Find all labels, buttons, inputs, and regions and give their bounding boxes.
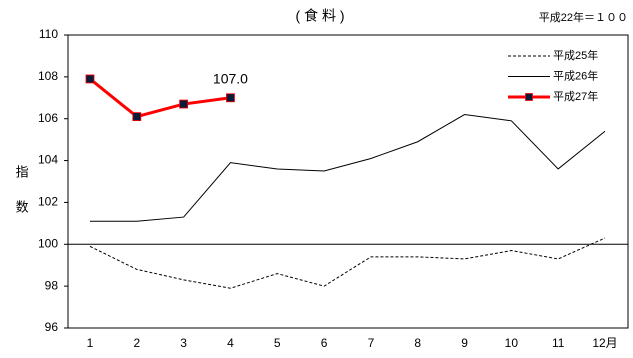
x-tick-label: 2	[133, 336, 140, 350]
y-tick-label: 98	[45, 278, 59, 292]
y-tick-label: 104	[38, 153, 58, 167]
y-axis-label: 指数	[14, 165, 29, 235]
x-tick-label: 4	[227, 336, 234, 350]
y-tick-label: 106	[38, 111, 58, 125]
value-label: 107.0	[213, 70, 248, 86]
x-tick-label: 3	[180, 336, 187, 350]
y-tick-label: 110	[39, 27, 58, 41]
point-marker	[85, 74, 95, 84]
y-tick-label: 100	[38, 236, 58, 250]
x-tick-label: 6	[321, 336, 328, 350]
x-tick-label: 12月	[592, 336, 617, 350]
point-marker	[179, 99, 189, 109]
series-line	[90, 114, 606, 222]
plot-frame	[67, 34, 629, 329]
legend-label: 平成27年	[553, 89, 598, 103]
x-tick-label: 1	[87, 336, 94, 350]
x-tick-label: 9	[461, 336, 468, 350]
x-tick-label: 5	[274, 336, 281, 350]
legend-label: 平成25年	[553, 48, 598, 62]
x-tick-label: 7	[368, 336, 375, 350]
base-note: 平成22年＝１００	[539, 10, 628, 24]
series-line	[89, 77, 231, 119]
series-line	[89, 237, 606, 289]
y-tick-label: 102	[38, 195, 58, 209]
x-tick-label: 10	[505, 336, 519, 350]
y-tick-label: 108	[38, 69, 58, 83]
point-marker	[226, 93, 235, 103]
legend-marker	[525, 93, 533, 101]
y-tick-label: 96	[45, 320, 59, 334]
x-tick-label: 11	[552, 336, 565, 350]
x-tick-label: 8	[414, 336, 421, 350]
chart-title: ( 食 料 )	[296, 8, 345, 24]
point-marker	[132, 112, 142, 122]
legend-label: 平成26年	[553, 68, 598, 82]
